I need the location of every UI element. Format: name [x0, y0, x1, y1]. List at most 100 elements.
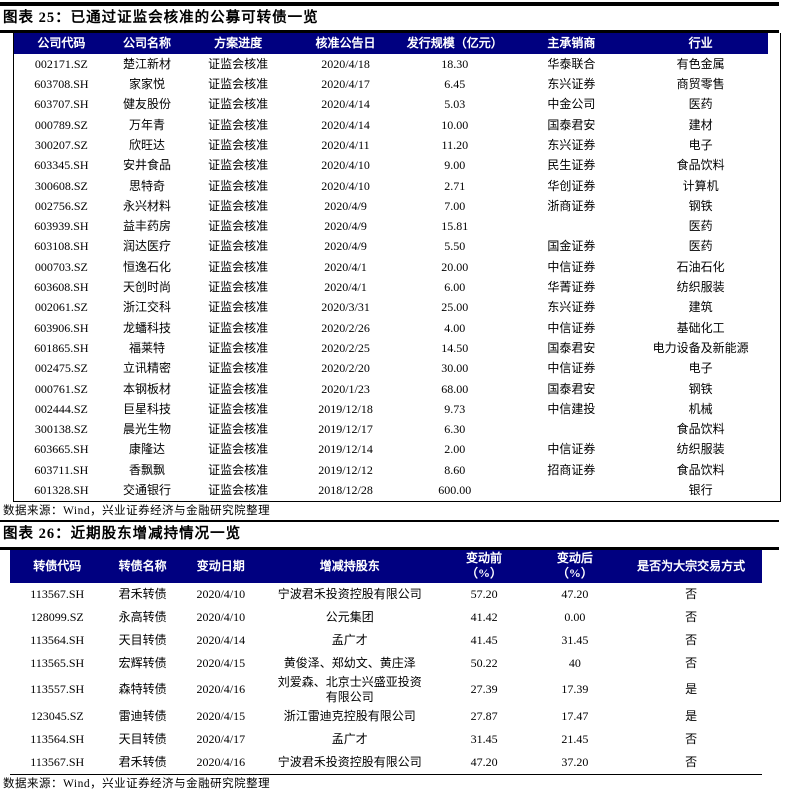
table-cell: 57.20	[470, 586, 498, 601]
table-cell: 113557.SH	[30, 682, 85, 697]
table-cell: 300207.SZ	[34, 137, 88, 152]
table-row: 601865.SH 福莱特 证监会核准 2020/2/25 14.50 国泰君安 电力设备及…	[14, 338, 768, 358]
table-cell: 603707.SH	[34, 97, 89, 112]
table-cell: 否	[685, 754, 698, 769]
table-cell: 否	[685, 632, 698, 647]
table-cell: 2020/4/10	[321, 158, 370, 173]
table-cell: 中信证券	[547, 320, 596, 335]
column-header: 变动前 （%）	[438, 549, 530, 583]
table-row: 603108.SH 润达医疗 证监会核准 2020/4/9 5.50 国金证券 医药	[14, 237, 768, 257]
table-cell: 食品饮料	[676, 422, 725, 437]
table-cell: 603711.SH	[34, 462, 89, 477]
table-cell: 益丰药房	[123, 219, 172, 234]
table-cell: 7.00	[444, 198, 466, 213]
table-cell: 银行	[688, 483, 713, 497]
table-cell	[509, 480, 633, 500]
table-row: 128099.SZ 永高转债 2020/4/10 公元集团 41.42 0.00 否	[10, 606, 762, 629]
table-row: 603665.SH 康隆达 证监会核准 2019/12/14 2.00 中信证券 纺织服装	[14, 440, 768, 460]
table-cell: 中金公司	[547, 97, 596, 112]
table-cell: 41.42	[470, 609, 498, 624]
table-cell: 603665.SH	[34, 442, 89, 457]
table-cell: 东兴证券	[547, 137, 596, 152]
table-cell: 2019/12/18	[318, 401, 373, 416]
table-cell: 家家悦	[129, 77, 166, 92]
table-cell: 9.00	[444, 158, 466, 173]
table-cell: 50.22	[470, 655, 498, 670]
table-row: 603345.SH 安井食品 证监会核准 2020/4/10 9.00 民生证券 食品饮料	[14, 156, 768, 176]
table-cell: 2020/4/10	[196, 609, 246, 624]
column-header: 转债名称	[104, 549, 181, 583]
table-cell: 石油石化	[676, 259, 725, 274]
table-cell: 11.20	[441, 137, 469, 152]
table-cell: 国金证券	[547, 239, 596, 254]
column-header: 公司名称	[108, 33, 186, 55]
table-cell: 证监会核准	[208, 239, 269, 254]
table-cell: 27.87	[470, 708, 498, 723]
table-row: 113567.SH 君禾转债 2020/4/16 宁波君禾投资控股有限公司 47.20 3…	[10, 751, 762, 774]
table-row: 113567.SH 君禾转债 2020/4/10 宁波君禾投资控股有限公司 57.20 4…	[10, 583, 762, 606]
table-cell: 603345.SH	[34, 158, 89, 173]
table-cell: 证监会核准	[208, 178, 269, 193]
table-cell: 孟广才	[331, 731, 368, 746]
column-header: 变动后 （%）	[529, 549, 621, 583]
table-cell: 2020/2/26	[321, 320, 370, 335]
table-cell: 东兴证券	[547, 300, 596, 315]
table-row: 300207.SZ 欣旺达 证监会核准 2020/4/11 11.20 东兴证券 电子	[14, 135, 768, 155]
table-cell: 东兴证券	[547, 77, 596, 92]
table-cell: 安井食品	[123, 158, 172, 173]
table-cell: 2020/4/10	[321, 178, 370, 193]
table-cell: 建筑	[688, 300, 713, 315]
table-cell: 黄俊泽、郑幼文、黄庄泽	[283, 655, 416, 670]
table-row: 601328.SH 交通银行 证监会核准 2018/12/28 600.00 银行	[14, 480, 768, 500]
table-cell: 47.20	[561, 586, 589, 601]
table-cell: 证监会核准	[208, 401, 269, 416]
table-cell: 30.00	[441, 361, 469, 376]
table-cell: 证监会核准	[208, 462, 269, 477]
table-cell: 10.00	[441, 117, 469, 132]
table-cell: 18.30	[441, 56, 469, 71]
table-row: 002444.SZ 巨星科技 证监会核准 2019/12/18 9.73 中信建投 机械	[14, 399, 768, 419]
table-cell: 6.30	[444, 422, 466, 437]
table-cell: 华创证券	[547, 178, 596, 193]
table-cell: 2020/3/31	[321, 300, 370, 315]
table-cell: 宏辉转债	[118, 655, 167, 670]
column-header: 方案进度	[185, 33, 291, 55]
top-divider	[0, 2, 779, 6]
table-cell: 40	[568, 655, 581, 670]
table-cell: 证监会核准	[208, 340, 269, 355]
table-cell: 证监会核准	[208, 259, 269, 274]
table-cell: 2020/4/16	[196, 754, 246, 769]
table-cell: 2020/1/23	[321, 381, 370, 396]
table-row: 603711.SH 香飘飘 证监会核准 2019/12/12 8.60 招商证券 食品饮料	[14, 460, 768, 480]
table-cell	[509, 217, 633, 237]
table-row: 002171.SZ 楚江新材 证监会核准 2020/4/18 18.30 华泰联合 有色金属	[14, 54, 768, 74]
table-cell: 5.50	[444, 239, 466, 254]
table-header-row: 公司代码 公司名称 方案进度 核准公告日 发行规模（亿元） 主承销商 行业	[14, 33, 768, 55]
column-header: 是否为大宗交易方式	[620, 549, 762, 583]
table-cell: 2.00	[444, 442, 466, 457]
figure-25-table-container: 公司代码 公司名称 方案进度 核准公告日 发行规模（亿元） 主承销商 行业 002171.S…	[13, 33, 781, 502]
table-cell: 华菁证券	[547, 280, 596, 295]
table-cell: 002171.SZ	[34, 56, 88, 71]
table-cell: 润达医疗	[123, 239, 172, 254]
table-cell: 2020/4/14	[321, 97, 370, 112]
table-cell: 是	[685, 682, 698, 697]
table-cell: 否	[685, 586, 698, 601]
table-cell: 37.20	[561, 754, 589, 769]
section-divider	[0, 520, 779, 523]
table-cell: 食品饮料	[676, 158, 725, 173]
figure-25-table-body: 002171.SZ 楚江新材 证监会核准 2020/4/18 18.30 华泰联合 有色金属…	[14, 54, 768, 501]
table-cell: 20.00	[441, 259, 469, 274]
table-cell: 纺织服装	[676, 442, 725, 457]
table-cell: 巨星科技	[123, 401, 172, 416]
column-header: 增减持股东	[260, 549, 439, 583]
table-cell: 2020/4/1	[324, 280, 367, 295]
table-cell: 证监会核准	[208, 320, 269, 335]
figure-26-source-note: 数据来源：Wind，兴业证券经济与金融研究院整理	[3, 777, 271, 790]
table-row: 603708.SH 家家悦 证监会核准 2020/4/17 6.45 东兴证券 商贸零售	[14, 74, 768, 94]
table-cell: 医药	[688, 219, 713, 234]
table-cell: 5.03	[444, 97, 466, 112]
table-cell: 2020/2/20	[321, 361, 370, 376]
table-cell: 603608.SH	[34, 280, 89, 295]
table-cell: 002756.SZ	[34, 198, 88, 213]
